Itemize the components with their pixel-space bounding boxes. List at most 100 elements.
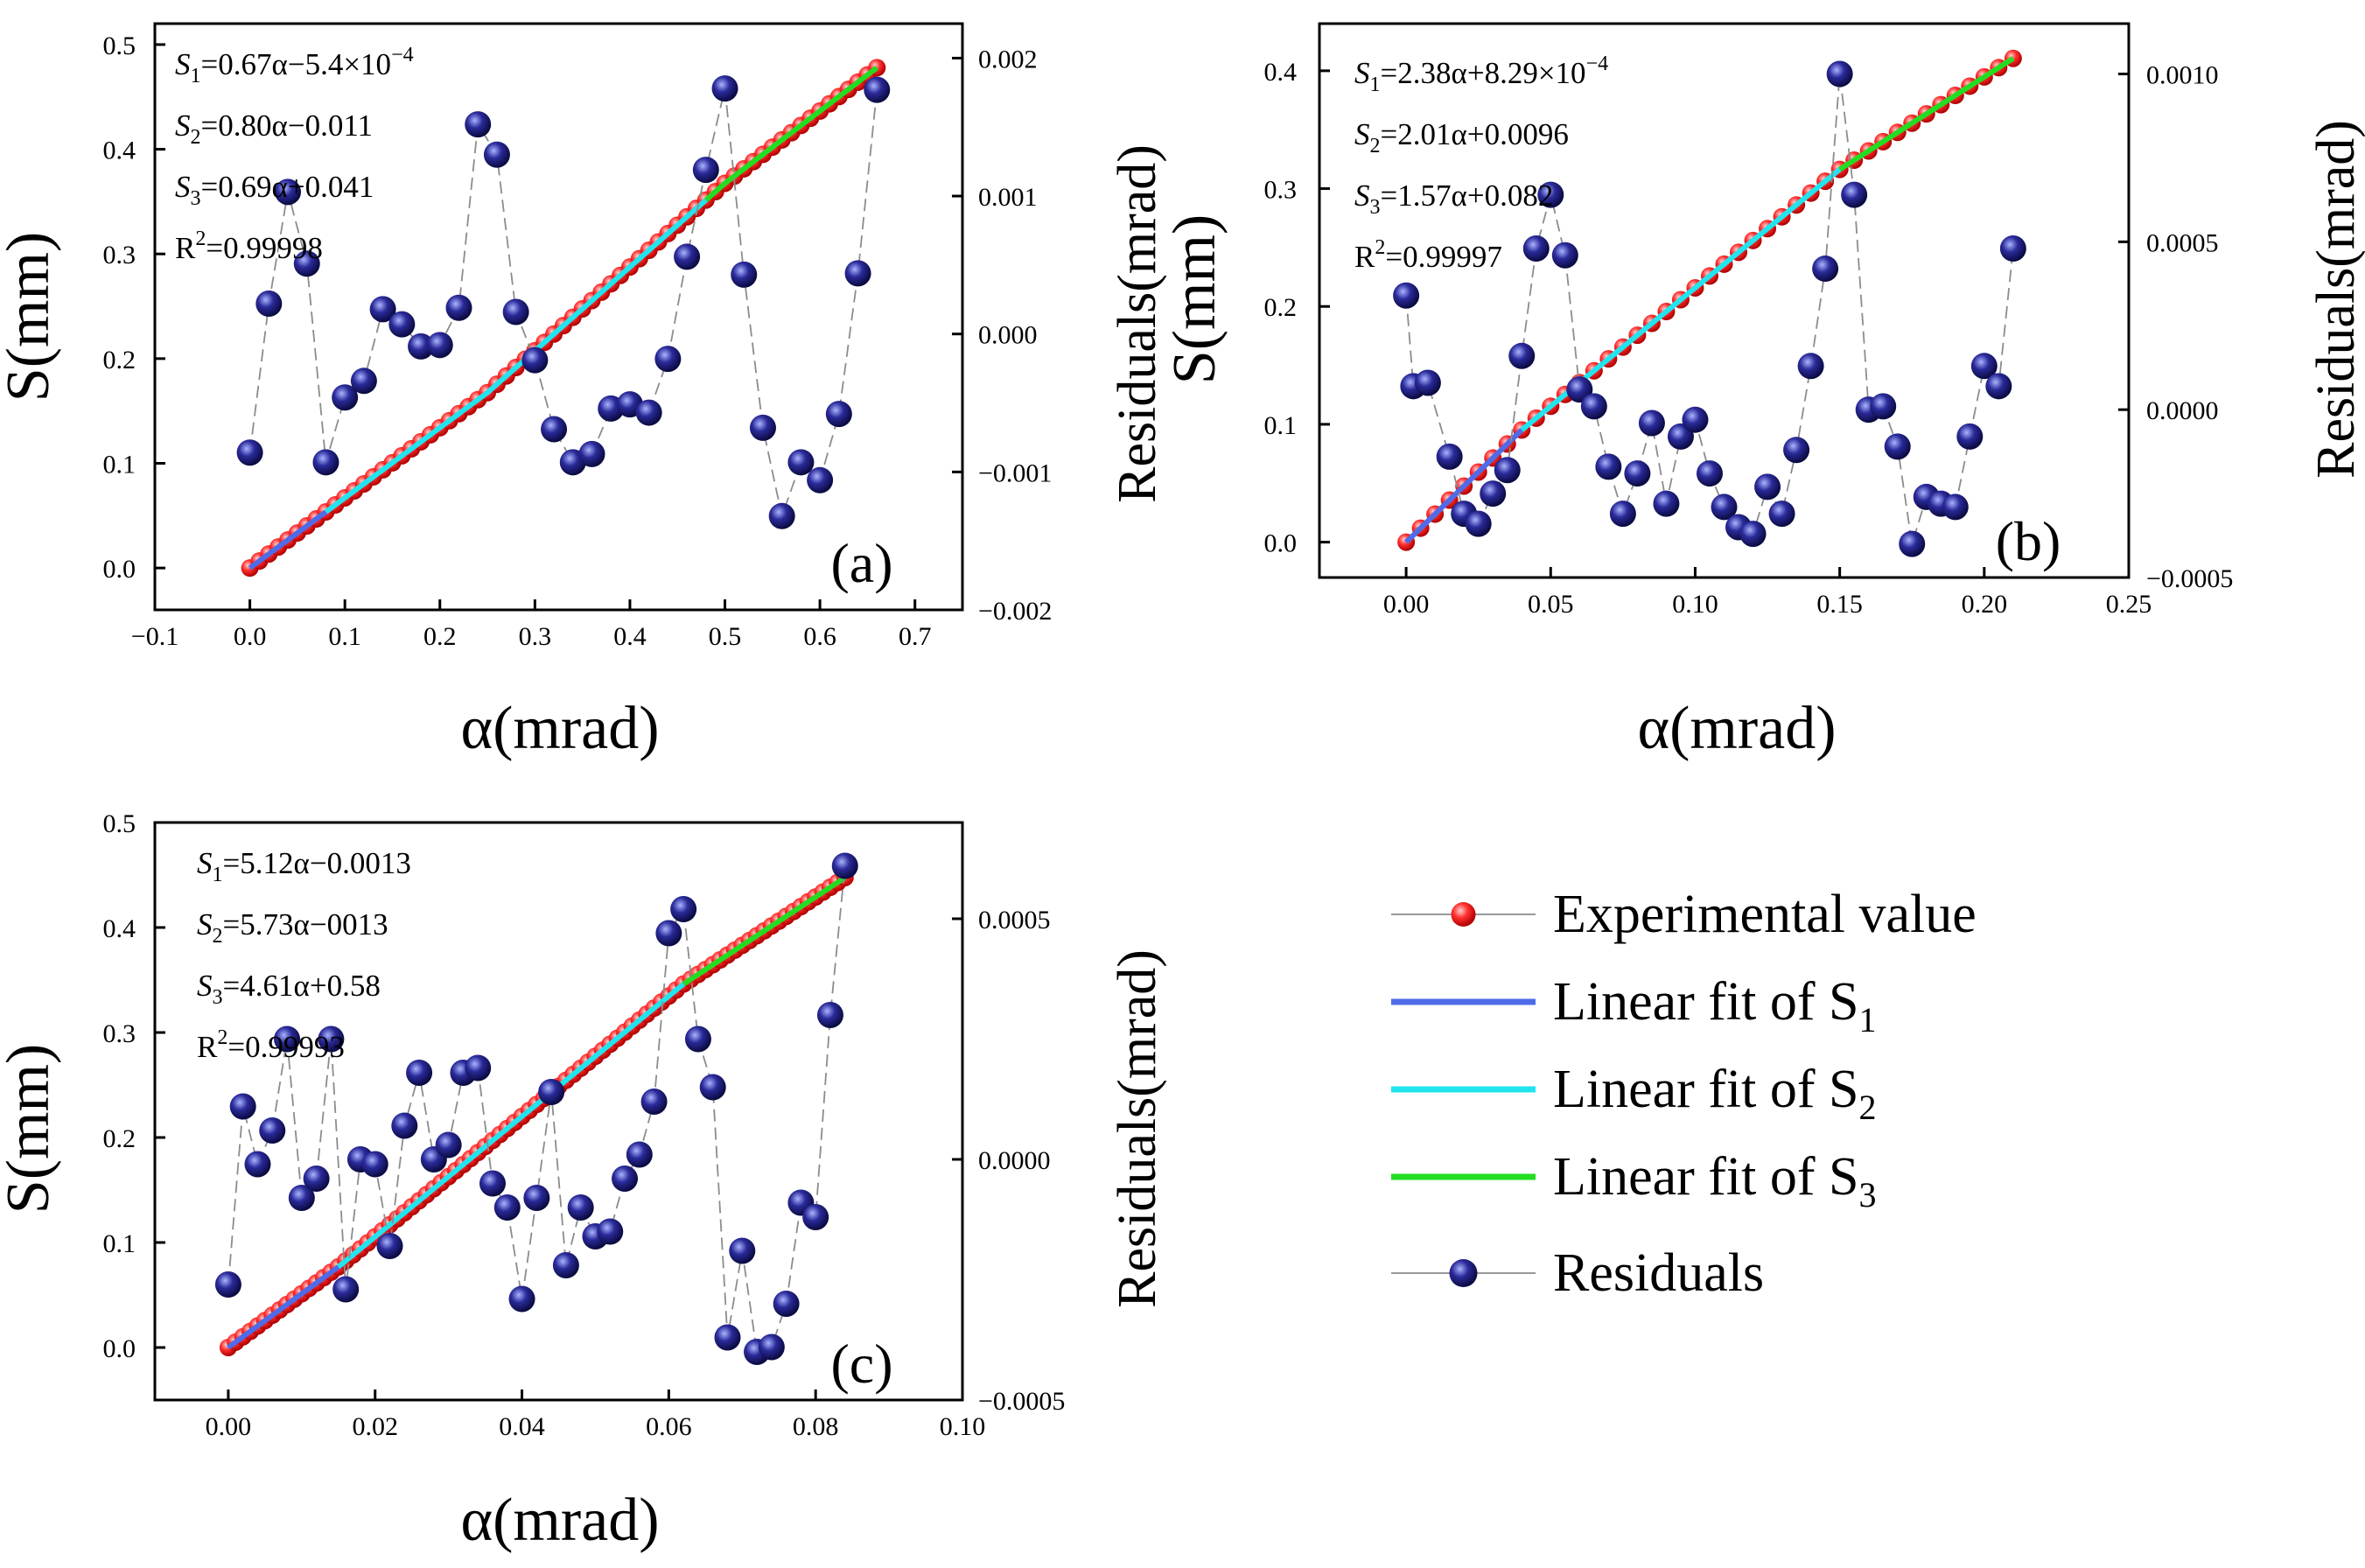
residual-point bbox=[1985, 373, 2012, 400]
y-tick-label: 0.4 bbox=[103, 914, 136, 943]
residual-point bbox=[749, 414, 776, 441]
panel-label: (c) bbox=[830, 1333, 892, 1395]
x-tick-label: 0.15 bbox=[1816, 590, 1863, 619]
y2-tick-label: 0.002 bbox=[978, 45, 1038, 74]
residual-point bbox=[303, 1166, 330, 1192]
x-tick-label: 0.04 bbox=[499, 1412, 545, 1441]
residual-point bbox=[244, 1151, 271, 1178]
residual-point bbox=[768, 502, 795, 529]
y-tick-label: 0.2 bbox=[1264, 293, 1298, 322]
y2-axis-label: Residuals(mrad) bbox=[2306, 120, 2365, 479]
fit-line-s1 bbox=[1404, 428, 1524, 544]
panel-b: 0.00 0.05 0.10 0.15 0.20 0.25 0.0 0.1 0.2 0.3 0.4 −… bbox=[1161, 22, 2365, 762]
residual-point bbox=[1436, 443, 1463, 470]
residual-point bbox=[332, 384, 359, 411]
legend-label: Residuals bbox=[1553, 1243, 1764, 1303]
x-tick-label: 0.0 bbox=[234, 622, 267, 651]
r2-base: R bbox=[197, 1030, 218, 1064]
residual-point bbox=[1638, 410, 1665, 437]
eq-sub: 3 bbox=[213, 986, 223, 1009]
residual-point bbox=[479, 1170, 506, 1197]
residual-point bbox=[729, 1237, 756, 1264]
residual-point bbox=[1624, 460, 1651, 487]
residual-point bbox=[229, 1093, 256, 1120]
residual-point bbox=[408, 332, 435, 360]
y-tick-label: 0.0 bbox=[103, 1334, 136, 1363]
residual-point bbox=[274, 1026, 301, 1053]
x-tick-label: 0.1 bbox=[328, 622, 361, 651]
legend-item-experimental: Experimental value bbox=[1391, 885, 1977, 944]
eq-rest: =0.69α+0.041 bbox=[201, 170, 374, 204]
eq-var: S bbox=[175, 170, 191, 204]
residual-point bbox=[684, 1026, 711, 1053]
x-tick-label: 0.10 bbox=[1672, 590, 1718, 619]
residual-point bbox=[312, 449, 339, 476]
x-tick-label: 0.05 bbox=[1528, 590, 1574, 619]
residual-point bbox=[426, 332, 453, 359]
panel-label: (b) bbox=[1996, 510, 2061, 572]
residual-point bbox=[802, 1204, 829, 1230]
residuals-line bbox=[248, 88, 878, 520]
x-tick-label: 0.5 bbox=[709, 622, 742, 651]
y2-tick-label: 0.000 bbox=[978, 321, 1038, 350]
residual-point bbox=[1682, 406, 1709, 433]
eq-var: S bbox=[197, 969, 213, 1003]
eq-rest: =0.67α−5.4×10 bbox=[201, 47, 392, 81]
residual-point bbox=[807, 466, 834, 494]
residual-point bbox=[445, 294, 472, 321]
y-tick-label: 0.5 bbox=[103, 809, 136, 838]
y2-tick-label: −0.0005 bbox=[2146, 564, 2233, 593]
residual-point bbox=[597, 1218, 624, 1245]
residual-point bbox=[1522, 235, 1550, 262]
plot-frame bbox=[153, 821, 964, 1402]
eq-rest: =4.61α+0.58 bbox=[223, 969, 381, 1003]
residual-point bbox=[1783, 437, 1810, 464]
legend-item-fit_s3: Linear fit of S3 bbox=[1391, 1147, 1877, 1214]
residual-point bbox=[538, 1079, 565, 1105]
y2-axis-label: Residuals(mrad) bbox=[1108, 144, 1167, 503]
eq-rest: =1.57α+0.082 bbox=[1381, 178, 1554, 213]
fit-line-s1 bbox=[227, 1264, 340, 1350]
eq-rest: =2.38α+8.29×10 bbox=[1381, 56, 1586, 90]
eq-var: S bbox=[1354, 117, 1370, 151]
fit-equation: S1=0.67α−5.4×10−4 bbox=[175, 44, 414, 88]
residual-point bbox=[259, 1117, 286, 1144]
y2-tick-label: 0.0005 bbox=[2146, 228, 2219, 257]
residual-point bbox=[1999, 235, 2026, 262]
y-tick-label: 0.3 bbox=[103, 241, 136, 270]
residual-point bbox=[1609, 500, 1636, 528]
legend-item-fit_s2: Linear fit of S2 bbox=[1391, 1060, 1877, 1127]
x-tick-label: 0.2 bbox=[423, 622, 457, 651]
r2-base: R bbox=[1354, 240, 1375, 274]
eq-sub: 3 bbox=[191, 187, 201, 210]
y2-tick-label: 0.001 bbox=[978, 183, 1038, 212]
residual-point bbox=[626, 1141, 653, 1168]
residual-point bbox=[214, 1271, 241, 1298]
residual-point bbox=[508, 1285, 535, 1312]
residual-point bbox=[1768, 500, 1795, 528]
residual-point bbox=[288, 1185, 315, 1211]
y-tick-label: 0.1 bbox=[103, 451, 136, 480]
eq-rest: =5.73α−0013 bbox=[223, 907, 388, 942]
residual-point bbox=[1754, 473, 1781, 500]
residual-point bbox=[293, 250, 320, 277]
panel-a: −0.1 0.0 0.1 0.2 0.3 0.4 0.5 0.6 0.7 0.0 0.1 0.2 0.3… bbox=[0, 22, 1167, 762]
residual-point bbox=[692, 157, 719, 184]
eq-sub: 1 bbox=[191, 65, 201, 88]
residual-point bbox=[578, 440, 605, 467]
x-axis-label: α(mrad) bbox=[460, 1487, 659, 1554]
residual-point bbox=[1696, 460, 1723, 487]
residual-point bbox=[1580, 393, 1607, 420]
fit-equation: S3=1.57α+0.082 bbox=[1354, 178, 1553, 219]
residual-point bbox=[350, 368, 377, 395]
residual-point bbox=[1551, 242, 1578, 269]
legend-label-main: Residuals bbox=[1553, 1243, 1764, 1303]
eq-sup: −4 bbox=[1586, 52, 1609, 75]
legend-label-main: Linear fit of S bbox=[1553, 1147, 1859, 1207]
residual-point bbox=[1970, 353, 1998, 380]
residual-point bbox=[1942, 494, 1969, 521]
residual-point bbox=[864, 76, 891, 103]
residual-point bbox=[388, 311, 416, 338]
